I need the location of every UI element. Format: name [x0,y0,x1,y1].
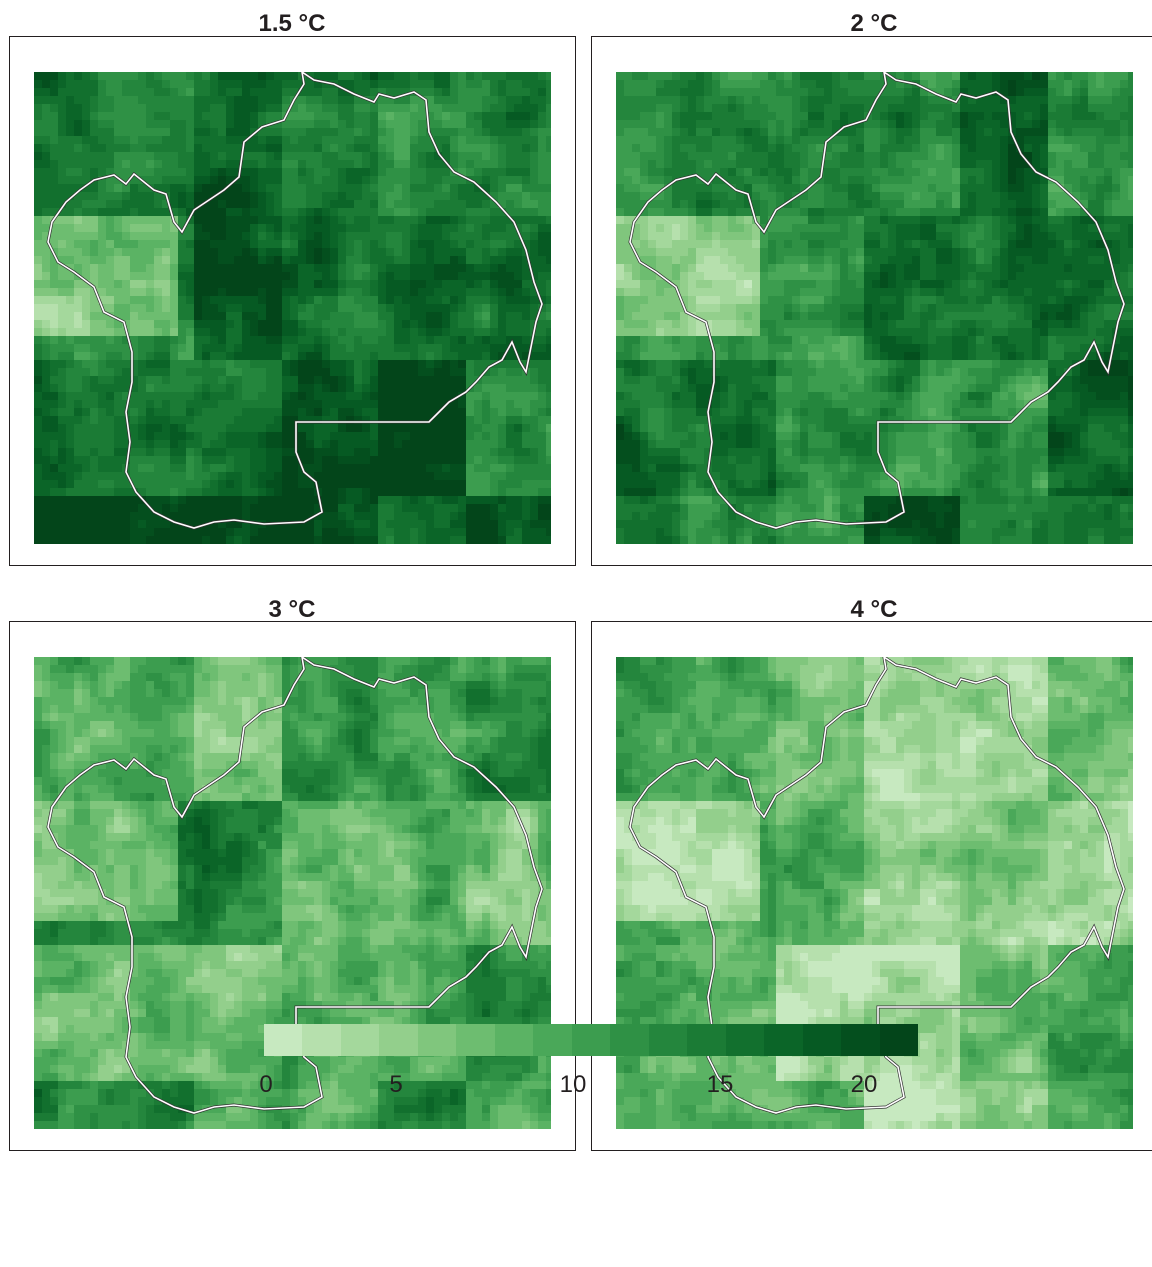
raster-cells [34,72,551,544]
panel-title-1: 1.5 °C [258,10,326,37]
legend-swatch-8 [571,1024,611,1056]
raster-map-4 [616,657,1133,1129]
legend-swatch-12 [725,1024,765,1056]
legend-swatch-10 [648,1024,688,1056]
legend-swatch-7 [533,1024,572,1056]
legend-swatch-3 [379,1024,418,1056]
map-panel-1 [9,36,576,566]
raster-map-1 [34,72,551,544]
panel-title-4: 4 °C [850,596,898,623]
region-boundary [47,72,543,529]
legend-tick-15: 15 [706,1071,734,1098]
panel-title-3: 3 °C [268,596,316,623]
raster-cells [34,657,551,1129]
legend-tick-5: 5 [389,1071,403,1098]
raster-cells [616,72,1133,544]
raster-map-3 [34,657,551,1129]
legend-swatch-11 [687,1024,726,1056]
legend-swatch-13 [764,1024,803,1056]
legend-swatch-4 [417,1024,457,1056]
legend-swatch-14 [802,1024,842,1056]
legend-swatch-5 [456,1024,495,1056]
legend-swatch-0 [264,1024,303,1056]
map-panel-2 [591,36,1152,566]
legend-tick-10: 10 [559,1071,587,1098]
map-panel-3 [9,621,576,1151]
raster-cells [616,657,1133,1129]
region-boundary [629,72,1125,529]
color-scale-legend [264,1024,918,1056]
panel-title-2: 2 °C [850,10,898,37]
legend-swatch-2 [340,1024,380,1056]
legend-swatch-9 [610,1024,649,1056]
legend-tick-0: 0 [259,1071,273,1098]
raster-map-2 [616,72,1133,544]
region-boundary [47,657,543,1114]
legend-swatch-1 [302,1024,341,1056]
legend-swatch-16 [879,1024,918,1056]
legend-swatch-6 [494,1024,534,1056]
legend-swatch-15 [841,1024,880,1056]
legend-tick-20: 20 [850,1071,878,1098]
map-panel-4 [591,621,1152,1151]
